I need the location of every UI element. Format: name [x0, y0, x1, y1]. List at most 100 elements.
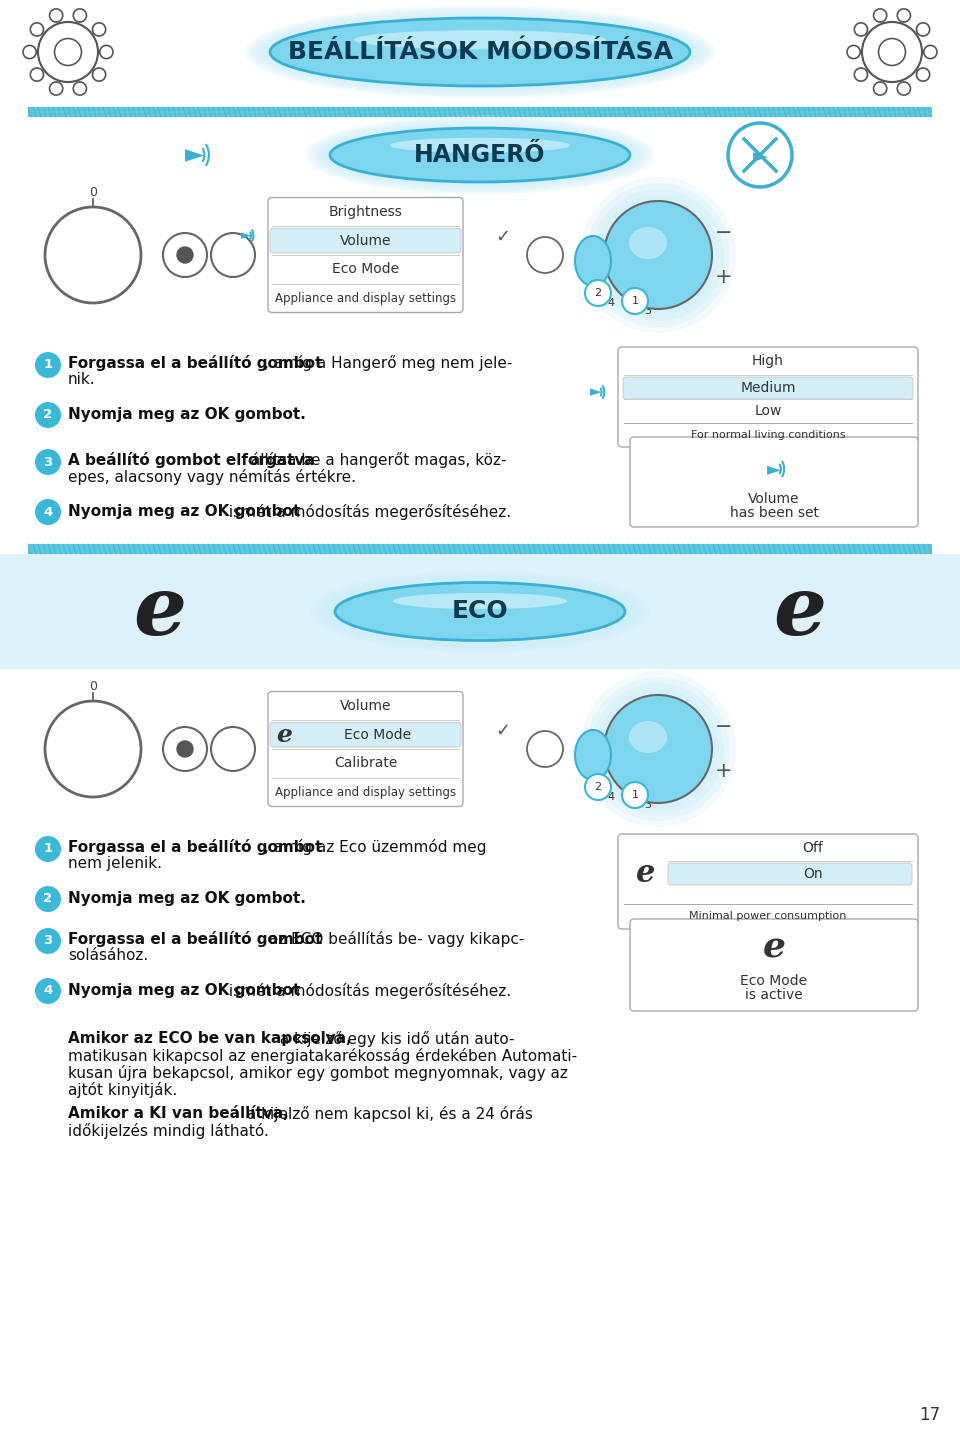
Ellipse shape — [255, 10, 705, 94]
Circle shape — [55, 39, 82, 65]
Ellipse shape — [580, 671, 736, 827]
Text: Eco Mode: Eco Mode — [344, 727, 411, 742]
Text: solásához.: solásához. — [68, 948, 148, 963]
Circle shape — [585, 775, 611, 801]
Ellipse shape — [315, 121, 645, 190]
Ellipse shape — [592, 189, 724, 321]
Circle shape — [862, 22, 922, 82]
FancyBboxPatch shape — [618, 347, 918, 446]
Ellipse shape — [305, 115, 655, 194]
Ellipse shape — [315, 573, 645, 651]
Circle shape — [527, 238, 563, 274]
Text: e: e — [636, 858, 656, 890]
Text: On: On — [804, 867, 823, 881]
Text: Forgassa el a beállító gombot: Forgassa el a beállító gombot — [68, 356, 323, 372]
Ellipse shape — [598, 194, 718, 315]
Text: 0: 0 — [89, 186, 97, 199]
Text: is active: is active — [745, 988, 803, 1002]
Ellipse shape — [320, 122, 640, 187]
Ellipse shape — [586, 183, 730, 327]
Ellipse shape — [270, 17, 690, 86]
Text: az ECO beállítás be- vagy kikapc-: az ECO beállítás be- vagy kikapc- — [264, 932, 524, 948]
Circle shape — [35, 500, 61, 526]
Ellipse shape — [265, 16, 695, 88]
Circle shape — [874, 9, 887, 22]
Text: nik.: nik. — [68, 372, 96, 387]
Circle shape — [917, 68, 929, 81]
Text: matikusan kikapcsol az energiatakarékosság érdekében Automati-: matikusan kikapcsol az energiatakarékoss… — [68, 1048, 577, 1064]
Text: Brightness: Brightness — [328, 204, 402, 219]
Circle shape — [211, 233, 255, 276]
Text: ►: ► — [241, 229, 252, 242]
Text: e: e — [762, 930, 785, 963]
FancyBboxPatch shape — [28, 544, 932, 554]
Text: Forgassa el a beállító gombot: Forgassa el a beállító gombot — [68, 840, 323, 855]
Text: epes, alacsony vagy némítás értékre.: epes, alacsony vagy némítás értékre. — [68, 469, 356, 485]
Text: Volume: Volume — [340, 698, 392, 713]
Circle shape — [35, 837, 61, 863]
Circle shape — [31, 23, 43, 36]
Ellipse shape — [325, 125, 635, 184]
Text: 4: 4 — [608, 792, 614, 802]
Circle shape — [35, 449, 61, 475]
Text: For normal living conditions: For normal living conditions — [690, 431, 846, 441]
FancyBboxPatch shape — [268, 197, 463, 312]
Text: «: « — [228, 740, 238, 757]
Ellipse shape — [629, 721, 667, 753]
Text: időkijelzés mindig látható.: időkijelzés mindig látható. — [68, 1123, 269, 1139]
Circle shape — [622, 288, 648, 314]
Ellipse shape — [310, 570, 650, 652]
Ellipse shape — [325, 577, 635, 645]
Text: ismét a módosítás megerősítéséhez.: ismét a módosítás megerősítéséhez. — [224, 984, 511, 999]
FancyBboxPatch shape — [268, 691, 463, 806]
FancyBboxPatch shape — [618, 834, 918, 929]
Text: Amikor a KI van beállítva,: Amikor a KI van beállítva, — [68, 1106, 289, 1120]
Ellipse shape — [393, 593, 567, 609]
Circle shape — [854, 68, 868, 81]
Ellipse shape — [335, 583, 625, 641]
Ellipse shape — [586, 677, 730, 821]
Text: kusan újra bekapcsol, amikor egy gombot megnyomnak, vagy az: kusan újra bekapcsol, amikor egy gombot … — [68, 1066, 568, 1081]
Text: a kijelző nem kapcsol ki, és a 24 órás: a kijelző nem kapcsol ki, és a 24 órás — [242, 1106, 533, 1122]
Circle shape — [604, 696, 712, 804]
Text: 1: 1 — [632, 297, 638, 307]
Text: ✓: ✓ — [495, 721, 511, 740]
Text: nem jelenik.: nem jelenik. — [68, 855, 162, 871]
Circle shape — [50, 9, 62, 22]
Circle shape — [878, 39, 905, 65]
Circle shape — [854, 23, 868, 36]
Text: ►: ► — [753, 147, 767, 167]
Ellipse shape — [575, 730, 611, 780]
Circle shape — [73, 82, 86, 95]
Text: Nyomja meg az OK gombot.: Nyomja meg az OK gombot. — [68, 891, 306, 906]
Text: Amikor az ECO be van kapcsolva,: Amikor az ECO be van kapcsolva, — [68, 1031, 351, 1045]
Text: Minimal power consumption: Minimal power consumption — [689, 912, 847, 922]
FancyBboxPatch shape — [630, 919, 918, 1011]
Text: ►: ► — [590, 384, 602, 399]
Text: has been set: has been set — [730, 505, 819, 520]
Text: 2: 2 — [594, 288, 602, 298]
Circle shape — [35, 978, 61, 1004]
Text: −: − — [715, 223, 732, 243]
Text: 1: 1 — [43, 359, 53, 372]
Text: Appliance and display settings: Appliance and display settings — [275, 292, 456, 305]
Ellipse shape — [354, 30, 606, 49]
Ellipse shape — [245, 6, 715, 98]
Circle shape — [898, 82, 910, 95]
FancyBboxPatch shape — [270, 723, 461, 747]
Text: 2: 2 — [43, 409, 53, 422]
Circle shape — [45, 701, 141, 796]
FancyBboxPatch shape — [623, 377, 913, 399]
Ellipse shape — [310, 118, 650, 192]
Ellipse shape — [575, 236, 611, 287]
Text: ✓: ✓ — [495, 228, 511, 246]
Circle shape — [35, 886, 61, 912]
Circle shape — [924, 46, 937, 59]
Text: ►: ► — [185, 143, 204, 167]
Circle shape — [604, 202, 712, 310]
Text: e: e — [276, 723, 292, 746]
Circle shape — [35, 927, 61, 953]
FancyBboxPatch shape — [668, 863, 912, 886]
Circle shape — [847, 46, 860, 59]
Text: −: − — [715, 717, 732, 737]
